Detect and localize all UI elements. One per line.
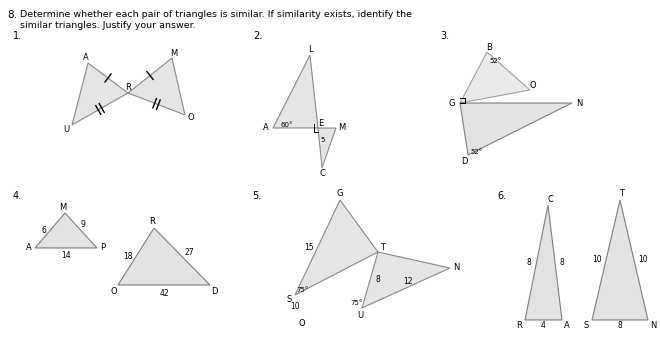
Text: 8: 8 [560,258,564,267]
Text: 5: 5 [321,137,325,143]
Text: B: B [486,42,492,51]
Text: A: A [263,123,269,132]
Text: 8: 8 [526,258,531,267]
Text: 3.: 3. [440,31,449,41]
Text: 2.: 2. [253,31,262,41]
Polygon shape [128,58,185,115]
Text: 8: 8 [376,275,380,284]
Text: 6: 6 [42,226,46,235]
Text: 18: 18 [123,252,133,261]
Text: O: O [299,318,306,327]
Text: C: C [547,195,553,204]
Text: 52°: 52° [490,58,502,64]
Polygon shape [525,205,562,320]
Text: M: M [339,123,346,132]
Text: similar triangles. Justify your answer.: similar triangles. Justify your answer. [20,21,196,30]
Text: T: T [620,190,624,199]
Text: U: U [63,125,69,134]
Text: 75°: 75° [297,287,309,293]
Polygon shape [362,252,450,308]
Text: 14: 14 [61,251,71,260]
Polygon shape [295,200,378,295]
Text: A: A [564,321,570,330]
Polygon shape [318,128,336,168]
Text: 42: 42 [159,289,169,298]
Text: C: C [319,169,325,178]
Text: O: O [530,80,537,89]
Text: A: A [83,53,89,62]
Text: G: G [449,98,455,107]
Polygon shape [72,63,128,125]
Text: L: L [308,46,312,55]
Text: N: N [650,321,656,330]
Text: D: D [461,158,467,167]
Text: 8: 8 [618,322,622,331]
Text: O: O [111,288,117,297]
Text: S: S [286,295,292,304]
Text: G: G [337,190,343,199]
Text: E: E [318,120,323,129]
Polygon shape [460,103,572,155]
Text: 1.: 1. [13,31,22,41]
Text: M: M [59,202,67,211]
Text: 75°: 75° [351,300,363,306]
Text: N: N [453,264,459,272]
Text: R: R [125,83,131,92]
Polygon shape [460,52,530,103]
Text: 10: 10 [290,302,300,311]
Polygon shape [273,55,318,128]
Text: 6.: 6. [497,191,506,201]
Text: 52°: 52° [471,149,483,155]
Text: P: P [100,243,106,252]
Text: 12: 12 [403,276,412,285]
Text: 60°: 60° [280,122,293,128]
Polygon shape [35,213,97,248]
Text: O: O [187,113,194,122]
Text: D: D [211,288,217,297]
Text: Determine whether each pair of triangles is similar. If similarity exists, ident: Determine whether each pair of triangles… [20,10,412,19]
Polygon shape [118,228,210,285]
Text: 9: 9 [81,220,85,229]
Text: U: U [357,311,363,320]
Text: 10: 10 [638,256,648,265]
Text: A: A [26,243,32,252]
Text: T: T [381,243,385,252]
Text: 8.: 8. [7,10,17,20]
Text: N: N [576,98,582,107]
Text: S: S [583,321,589,330]
Text: R: R [149,218,155,227]
Text: 4.: 4. [13,191,22,201]
Polygon shape [592,200,648,320]
Text: 27: 27 [184,248,194,257]
Text: 10: 10 [592,256,602,265]
Text: 4: 4 [541,322,546,331]
Text: M: M [170,48,178,57]
Text: R: R [516,321,522,330]
Text: 15: 15 [305,243,314,252]
Text: 5.: 5. [252,191,261,201]
